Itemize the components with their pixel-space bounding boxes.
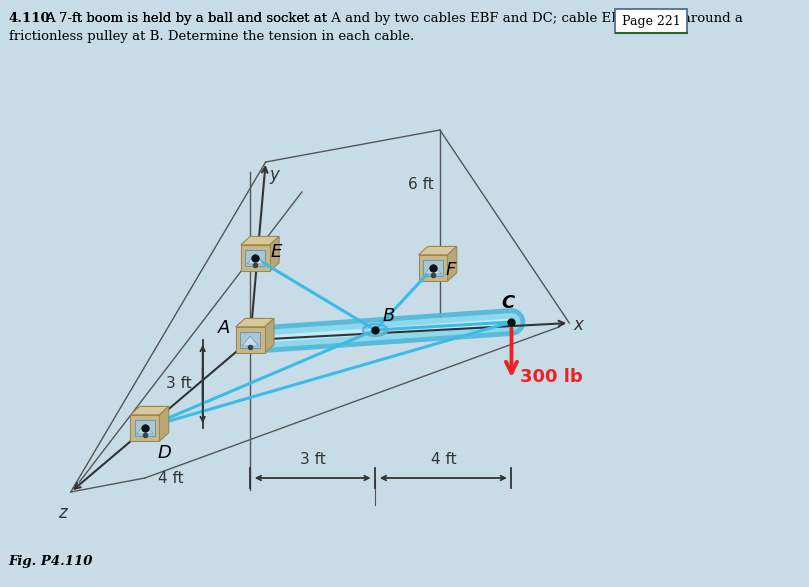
Polygon shape bbox=[235, 327, 265, 353]
Polygon shape bbox=[137, 424, 153, 434]
Polygon shape bbox=[241, 237, 279, 245]
Polygon shape bbox=[242, 336, 258, 346]
Text: 4.110: 4.110 bbox=[9, 12, 50, 25]
Text: z: z bbox=[57, 504, 66, 522]
Text: A: A bbox=[218, 319, 231, 337]
Text: A 7-ft boom is held by a ball and socket at: A 7-ft boom is held by a ball and socket… bbox=[44, 12, 336, 25]
Polygon shape bbox=[247, 254, 264, 264]
Polygon shape bbox=[235, 318, 274, 327]
Polygon shape bbox=[418, 247, 457, 255]
Text: Fig. P4.110: Fig. P4.110 bbox=[9, 555, 93, 568]
Text: frictionless pulley at B. Determine the tension in each cable.: frictionless pulley at B. Determine the … bbox=[9, 30, 414, 43]
Text: y: y bbox=[269, 166, 279, 184]
Polygon shape bbox=[130, 415, 159, 441]
Polygon shape bbox=[418, 255, 447, 281]
Text: Page 221: Page 221 bbox=[622, 15, 680, 28]
Polygon shape bbox=[130, 406, 169, 415]
Text: 6 ft: 6 ft bbox=[408, 177, 434, 192]
Text: 4 ft: 4 ft bbox=[430, 452, 456, 467]
Polygon shape bbox=[265, 318, 274, 353]
Polygon shape bbox=[425, 264, 441, 274]
Polygon shape bbox=[270, 237, 279, 271]
Polygon shape bbox=[159, 406, 169, 441]
Text: F: F bbox=[446, 261, 456, 279]
Text: A 7-ft boom is held by a ball and socket at A and by two cables EBF and DC; cabl: A 7-ft boom is held by a ball and socket… bbox=[44, 12, 743, 25]
Polygon shape bbox=[135, 420, 155, 436]
Text: 3 ft: 3 ft bbox=[166, 376, 192, 392]
Text: 4 ft: 4 ft bbox=[158, 471, 184, 486]
Polygon shape bbox=[241, 245, 270, 271]
Text: B: B bbox=[382, 307, 395, 325]
Text: 300 lb: 300 lb bbox=[520, 368, 582, 386]
FancyBboxPatch shape bbox=[615, 9, 688, 33]
Polygon shape bbox=[245, 250, 265, 266]
Text: 3 ft: 3 ft bbox=[300, 452, 325, 467]
Text: D: D bbox=[158, 444, 172, 462]
Text: x: x bbox=[574, 316, 583, 334]
Text: E: E bbox=[271, 243, 282, 261]
Text: C: C bbox=[502, 294, 515, 312]
Polygon shape bbox=[240, 332, 260, 348]
Polygon shape bbox=[423, 260, 443, 276]
Polygon shape bbox=[447, 247, 457, 281]
